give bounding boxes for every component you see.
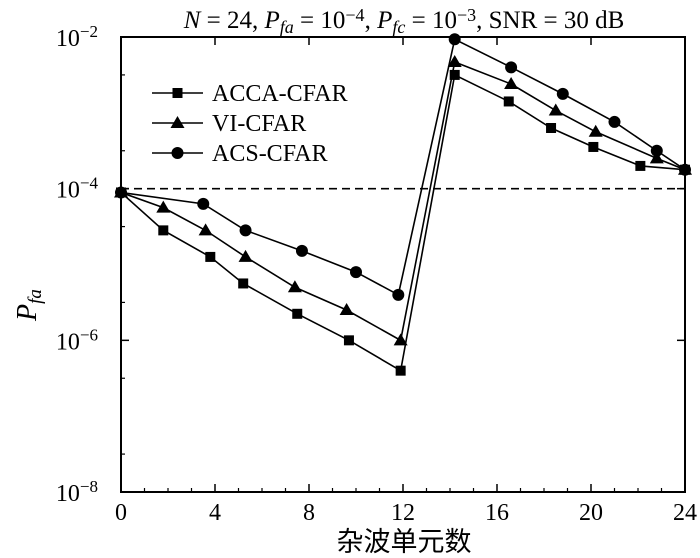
x-axis-label: 杂波单元数 — [337, 527, 472, 558]
y-tick-label: 10−6 — [56, 325, 98, 355]
x-tick-label: 0 — [115, 500, 127, 526]
data-point-triangle — [447, 55, 462, 68]
data-point-triangle — [170, 116, 185, 128]
x-tick-label: 16 — [485, 500, 509, 526]
data-point-triangle — [339, 303, 354, 315]
data-point-circle — [556, 87, 569, 100]
data-point-triangle — [238, 249, 253, 262]
data-point-square — [158, 225, 169, 236]
data-point-circle — [679, 163, 691, 176]
x-tick-label: 4 — [209, 500, 221, 526]
data-point-square — [449, 69, 460, 80]
data-point-square — [635, 160, 646, 171]
x-tick-label: 12 — [391, 500, 415, 526]
data-point-circle — [608, 115, 621, 128]
x-tick-labels: 0 4 8 12 16 20 24 — [115, 500, 697, 526]
data-point-square — [205, 251, 216, 262]
y-axis-label: Pfa — [12, 289, 46, 322]
data-point-circle — [650, 144, 663, 157]
data-point-square — [238, 278, 249, 289]
x-tick-label: 8 — [303, 500, 315, 526]
legend: ACCA-CFAR VI-CFAR ACS-CFAR — [152, 81, 348, 167]
data-point-circle — [392, 288, 405, 301]
data-point-triangle — [504, 77, 519, 90]
data-point-circle — [350, 266, 362, 279]
legend-item: ACCA-CFAR — [152, 81, 348, 107]
data-point-triangle — [548, 103, 563, 116]
data-point-triangle — [287, 280, 302, 293]
data-point-triangle — [198, 223, 213, 236]
series-vi-cfar — [114, 55, 692, 346]
data-point-circle — [171, 147, 184, 159]
data-point-circle — [239, 224, 252, 237]
data-point-circle — [505, 61, 518, 74]
series-group — [114, 33, 692, 376]
data-point-square — [172, 88, 183, 98]
y-tick-labels: 10−2 10−4 10−6 10−8 — [56, 22, 99, 507]
data-point-triangle — [393, 333, 408, 346]
series-acs-cfar — [115, 33, 691, 301]
data-point-circle — [295, 244, 308, 257]
data-point-circle — [448, 33, 461, 46]
x-tick-label: 24 — [673, 500, 697, 526]
x-tick-label: 20 — [579, 500, 603, 526]
y-tick-label: 10−2 — [56, 22, 98, 52]
data-point-circle — [115, 186, 127, 199]
plot-frame — [120, 36, 686, 493]
legend-item: ACS-CFAR — [152, 141, 328, 167]
data-point-triangle — [156, 200, 171, 213]
legend-item: VI-CFAR — [152, 111, 306, 137]
y-tick-label: 10−8 — [56, 477, 98, 507]
y-tick-label: 10−4 — [56, 173, 99, 203]
data-point-circle — [197, 197, 210, 210]
data-point-square — [395, 365, 406, 376]
data-point-triangle — [588, 124, 603, 137]
data-point-square — [546, 123, 557, 133]
chart-title: N = 24, Pfa = 10−4, Pfc = 10−3, SNR = 30… — [183, 5, 625, 37]
tick-marks — [120, 36, 686, 493]
data-point-square — [292, 308, 303, 319]
series-line — [120, 38, 686, 297]
data-point-square — [503, 96, 514, 107]
legend-label: VI-CFAR — [212, 111, 306, 137]
legend-label: ACS-CFAR — [212, 141, 328, 167]
data-point-square — [343, 335, 354, 346]
data-point-triangle — [649, 151, 664, 164]
data-point-square — [588, 141, 599, 152]
legend-label: ACCA-CFAR — [212, 81, 348, 107]
